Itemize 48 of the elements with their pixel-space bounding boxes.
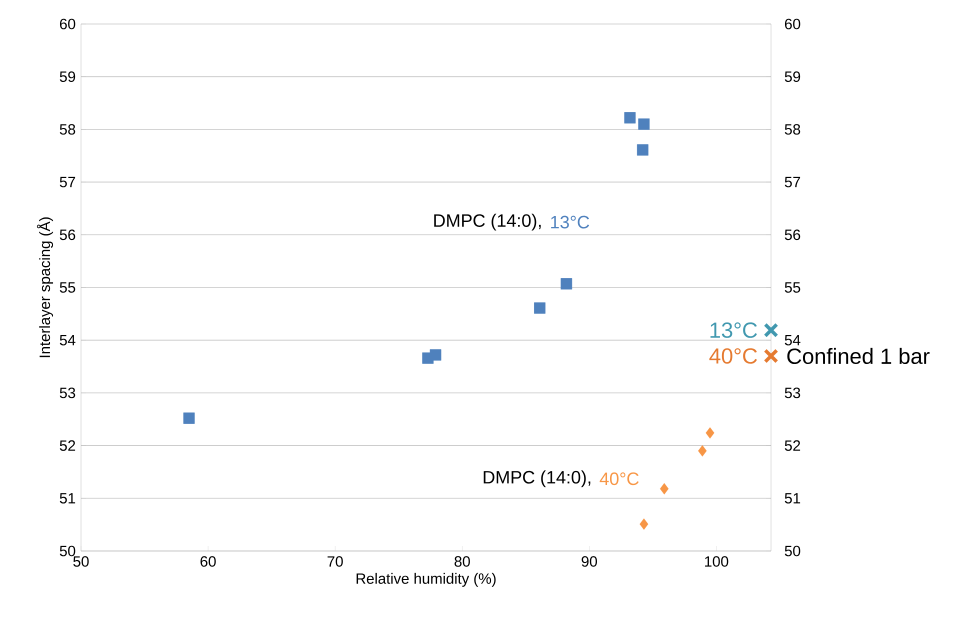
x-tick-label: 60	[200, 556, 216, 567]
y2-tick-label: 50	[784, 546, 800, 556]
x-tick-label: 90	[582, 556, 598, 567]
y-tick-label: 60	[60, 18, 76, 30]
y-tick-label: 50	[60, 546, 76, 556]
annotation: Confined 1 bar	[787, 348, 930, 364]
series-label: 13°C	[710, 322, 757, 338]
x-tick-label: 50	[73, 556, 89, 567]
point	[638, 118, 650, 130]
series-label: 40°C	[709, 348, 757, 364]
point	[560, 278, 572, 290]
point	[640, 518, 648, 530]
y-tick-label: 55	[60, 282, 76, 293]
y-tick-label: 52	[60, 440, 76, 451]
point	[183, 412, 195, 424]
x-tick-label: 70	[328, 556, 343, 567]
point	[636, 144, 648, 156]
text: 13°C	[551, 216, 590, 228]
point	[660, 483, 669, 494]
y-axis-title: Interlayer spacing (Å)	[36, 217, 54, 358]
y2-tick-label: 51	[784, 493, 800, 504]
y-tick-label: 58	[60, 124, 76, 135]
y2-tick-label: 54	[784, 334, 800, 346]
y2-tick-label: 55	[784, 282, 800, 293]
y2-tick-label: 60	[784, 18, 800, 30]
x-tick-label: 100	[705, 556, 728, 567]
point	[430, 349, 442, 361]
point	[698, 445, 707, 457]
y2-tick-label: 53	[784, 388, 800, 398]
y-tick-label: 51	[60, 493, 76, 504]
y2-tick-label: 57	[784, 176, 800, 188]
y2-tick-label: 59	[784, 71, 800, 82]
y-tick-label: 53	[60, 388, 76, 398]
annotation: DMPC (14:0),	[484, 470, 590, 488]
point	[624, 112, 636, 124]
y2-tick-label: 58	[784, 124, 800, 135]
y2-tick-label: 56	[784, 229, 800, 240]
point	[534, 302, 546, 314]
x-tick-label: 80	[454, 556, 470, 567]
y-tick-label: 59	[60, 71, 76, 82]
y-tick-label: 57	[60, 176, 76, 188]
annotation: DMPC (14:0),	[434, 214, 541, 230]
y2-tick-label: 52	[784, 440, 800, 451]
y-tick-label: 54	[60, 334, 76, 346]
y-tick-label: 56	[60, 229, 76, 240]
x-axis-title: Relative humidity (%)	[356, 572, 496, 587]
series-label: 40°C	[600, 472, 639, 486]
point	[706, 427, 714, 439]
